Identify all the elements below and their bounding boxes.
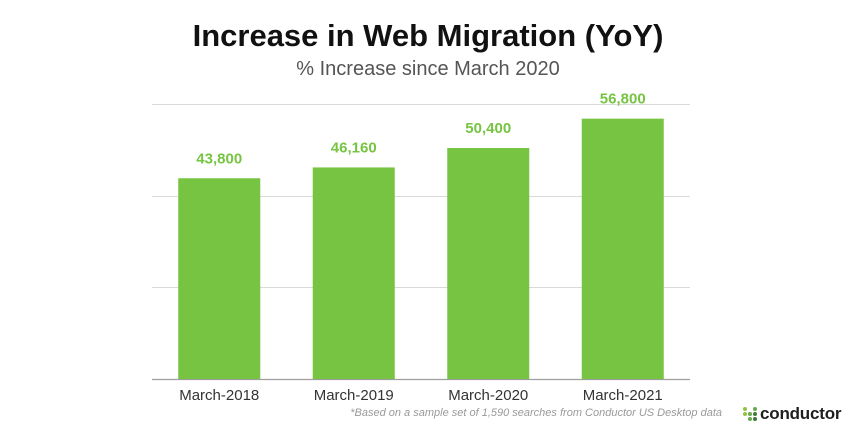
x-tick-label: March-2018 bbox=[179, 387, 259, 404]
logo-dot bbox=[753, 417, 757, 421]
data-label: 56,800 bbox=[600, 91, 646, 108]
logo-dot bbox=[753, 412, 757, 416]
data-label: 50,400 bbox=[465, 120, 511, 137]
bar bbox=[178, 178, 261, 379]
logo-dot bbox=[748, 407, 752, 411]
chart-subtitle: % Increase since March 2020 bbox=[296, 58, 560, 80]
logo-dot bbox=[748, 412, 752, 416]
footnote: *Based on a sample set of 1,590 searches… bbox=[350, 407, 722, 419]
logo-dot bbox=[753, 407, 757, 411]
x-tick-label: March-2019 bbox=[314, 387, 394, 404]
logo-dot bbox=[743, 417, 747, 421]
x-tick-label: March-2021 bbox=[583, 387, 663, 404]
conductor-logo: conductor bbox=[743, 404, 842, 424]
bar bbox=[312, 167, 395, 379]
bar bbox=[581, 118, 664, 380]
bar bbox=[447, 148, 530, 379]
conductor-logo-text: conductor bbox=[760, 404, 842, 423]
logo-dot bbox=[743, 412, 747, 416]
logo-dot bbox=[748, 417, 752, 421]
x-tick-label: March-2020 bbox=[448, 387, 528, 404]
logo-dot bbox=[743, 407, 747, 411]
data-label: 46,160 bbox=[331, 139, 377, 156]
data-label: 43,800 bbox=[196, 150, 242, 167]
conductor-logo-icon bbox=[743, 407, 757, 421]
chart-title: Increase in Web Migration (YoY) bbox=[192, 18, 664, 53]
